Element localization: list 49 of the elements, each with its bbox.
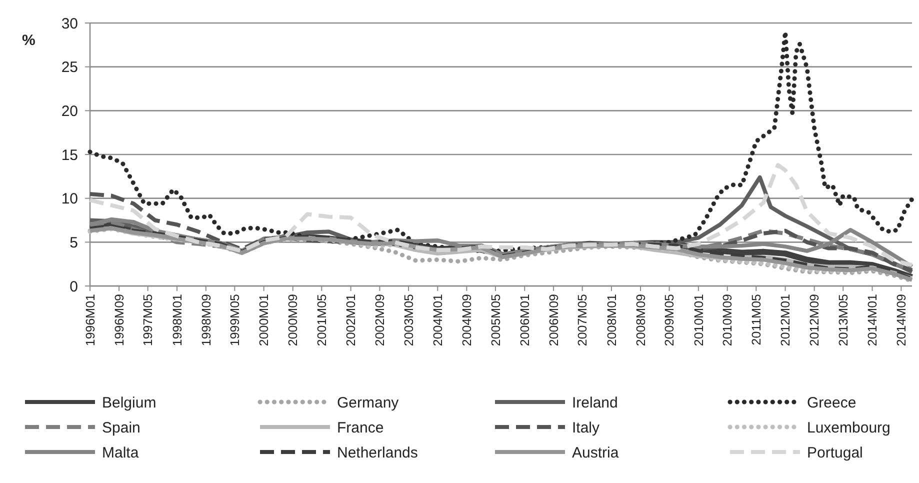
legend-label: Belgium (102, 394, 156, 412)
legend-label: Ireland (572, 394, 618, 412)
legend-label: Greece (807, 394, 856, 412)
x-tick-label: 2002M09 (373, 294, 388, 346)
x-tick-label: 2001M05 (315, 294, 330, 346)
legend-label: Germany (337, 394, 400, 412)
x-tick-label: 2011M05 (750, 294, 764, 346)
x-tick-label: 1996M09 (112, 294, 126, 346)
x-tick-label: 2004M09 (460, 294, 474, 346)
x-tick-label: 2008M09 (634, 294, 648, 346)
x-tick-label: 2003M05 (402, 294, 416, 346)
legend-label: Portugal (807, 444, 863, 462)
x-tick-label: 1997M05 (141, 294, 156, 346)
legend-label: Luxembourg (807, 419, 890, 436)
y-tick-label: 10 (61, 190, 78, 208)
x-tick-label: 2000M09 (286, 294, 300, 346)
legend-label: Netherlands (337, 444, 418, 462)
x-tick-label: 2009M05 (662, 294, 677, 346)
x-tick-label: 1999M05 (228, 294, 242, 346)
legend-label: Malta (102, 444, 140, 462)
x-tick-label: 1996M01 (83, 294, 98, 346)
x-tick-label: 2014M09 (894, 294, 909, 346)
y-axis-title: % (22, 32, 36, 49)
y-tick-label: 5 (70, 234, 78, 252)
legend-label: Austria (572, 444, 620, 462)
x-tick-label: 2004M01 (431, 294, 446, 346)
y-tick-label: 15 (61, 146, 78, 164)
y-tick-label: 20 (61, 102, 78, 120)
x-tick-label: 2014M01 (866, 294, 880, 346)
x-tick-label: 2006M01 (518, 294, 532, 346)
x-tick-label: 2010M01 (692, 294, 706, 346)
x-tick-label: 2005M05 (488, 294, 503, 346)
y-tick-label: 30 (61, 15, 78, 32)
legend-label: Italy (572, 419, 600, 436)
x-tick-label: 2012M01 (778, 294, 793, 346)
y-tick-label: 0 (70, 278, 78, 296)
x-tick-label: 1998M01 (170, 294, 184, 346)
legend-label: France (337, 419, 384, 436)
x-tick-label: 2008M01 (604, 294, 619, 346)
x-tick-label: 2002M01 (344, 294, 358, 346)
x-tick-label: 2007M05 (576, 294, 590, 346)
y-tick-label: 25 (61, 59, 78, 76)
legend-label: Spain (102, 419, 140, 436)
x-tick-label: 2013M05 (836, 294, 850, 346)
x-tick-label: 2012M09 (808, 294, 822, 346)
x-tick-label: 2010M09 (720, 294, 735, 346)
x-tick-label: 2000M01 (257, 294, 272, 346)
x-tick-label: 2006M09 (546, 294, 561, 346)
x-tick-label: 1998M09 (199, 294, 214, 346)
